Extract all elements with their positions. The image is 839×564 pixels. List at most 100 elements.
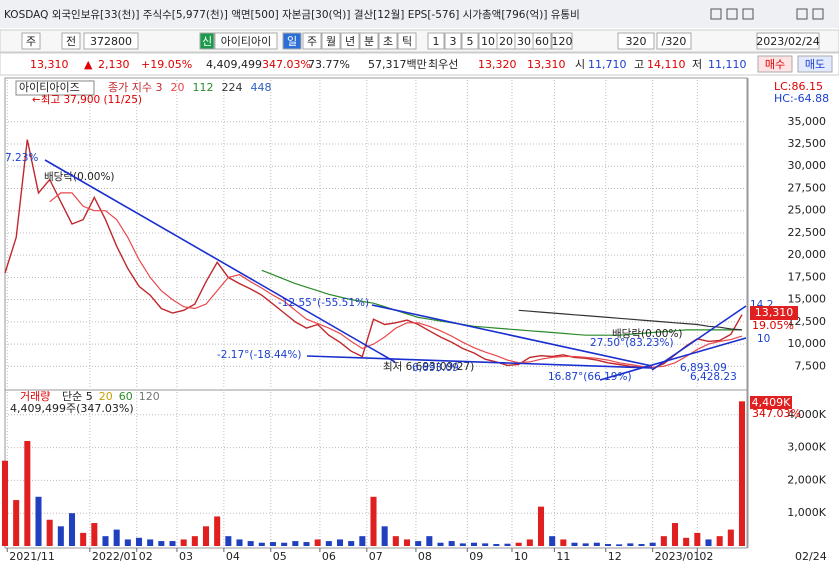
toolbar-button[interactable] bbox=[302, 32, 322, 50]
y-tick-label: 22,500 bbox=[788, 226, 827, 239]
toolbar-button[interactable] bbox=[427, 32, 445, 50]
toolbar-label[interactable]: 60 bbox=[535, 35, 549, 48]
toolbar-button[interactable] bbox=[359, 32, 379, 50]
toolbar-button[interactable] bbox=[214, 32, 278, 50]
toolbar-button[interactable] bbox=[397, 32, 417, 50]
volume-bar bbox=[258, 542, 265, 546]
volume-bar bbox=[537, 506, 545, 546]
volume-bar bbox=[638, 544, 645, 546]
toolbar-button[interactable] bbox=[461, 32, 479, 50]
toolbar-button[interactable] bbox=[321, 32, 341, 50]
toolbar-label[interactable]: 120 bbox=[552, 35, 573, 48]
quote-value: 57,317백만 bbox=[368, 58, 427, 71]
volume-bar bbox=[437, 542, 444, 546]
toolbar-label[interactable]: 30 bbox=[517, 35, 531, 48]
toolbar-button[interactable] bbox=[21, 32, 41, 50]
toolbar-label[interactable]: 년 bbox=[345, 35, 355, 48]
volume-bar bbox=[292, 541, 299, 546]
order-button[interactable] bbox=[797, 55, 833, 73]
toolbar-button[interactable] bbox=[551, 32, 573, 50]
toolbar-label[interactable]: 월 bbox=[326, 35, 336, 48]
volume-title: 거래량 bbox=[20, 390, 50, 403]
legend-entry: 종가 지수 3 bbox=[108, 81, 162, 94]
volume-bar bbox=[370, 496, 377, 546]
toolbar-label[interactable]: 320 bbox=[626, 35, 647, 48]
x-tick-label: 09 bbox=[469, 550, 483, 563]
volume-bar bbox=[57, 526, 64, 546]
toolbar-button[interactable] bbox=[83, 32, 139, 50]
legend-entry: 448 bbox=[250, 81, 271, 94]
volume-bar bbox=[325, 541, 332, 546]
volume-bar bbox=[604, 544, 612, 546]
toolbar-button[interactable] bbox=[61, 32, 81, 50]
toolbar-label[interactable]: 전 bbox=[66, 35, 76, 48]
volume-bar bbox=[727, 529, 734, 546]
toolbar-label[interactable]: /320 bbox=[662, 35, 687, 48]
x-tick-label: 12 bbox=[608, 550, 622, 563]
legend-entry: 20 bbox=[99, 390, 113, 403]
toolbar-label[interactable]: 10 bbox=[481, 35, 495, 48]
volume-bar bbox=[560, 539, 567, 546]
x-tick-label: 2023/01 bbox=[655, 550, 701, 563]
toolbar-label[interactable]: 주 bbox=[307, 35, 317, 48]
annotation: 배당락(0.00%) bbox=[44, 171, 115, 183]
order-label[interactable]: 매수 bbox=[765, 58, 785, 71]
y-tick-label: 27,500 bbox=[788, 181, 827, 194]
toolbar-label[interactable]: 아이티아이 bbox=[221, 35, 272, 48]
toolbar-label[interactable]: 일 bbox=[287, 34, 297, 48]
chart-title-box bbox=[15, 80, 95, 96]
toolbar-label[interactable]: 372800 bbox=[90, 35, 132, 48]
volume-bar bbox=[381, 526, 388, 546]
series-line bbox=[518, 309, 743, 331]
legend-entry: 20 bbox=[170, 81, 184, 94]
toolbar-button[interactable] bbox=[756, 32, 820, 50]
toolbar-items: 주 전 372800 신 아이티아이 일 주 월 년 분 초 틱 1 3 5 10 20 30 60 120 320/3… bbox=[21, 32, 820, 50]
volume-bar bbox=[705, 539, 712, 546]
annotation: 6,693.09 bbox=[412, 362, 459, 374]
y-tick-label: 3,000K bbox=[787, 441, 826, 454]
toolbar-button[interactable] bbox=[444, 32, 462, 50]
volume-bar bbox=[180, 539, 187, 546]
toolbar-button[interactable] bbox=[617, 32, 655, 50]
volume-bar bbox=[448, 541, 455, 546]
toolbar-label[interactable]: 2023/02/24 bbox=[756, 35, 819, 48]
volume-bar bbox=[147, 539, 154, 546]
volume-bar bbox=[571, 542, 578, 546]
volume-bar bbox=[135, 537, 143, 546]
toolbar-label[interactable]: 20 bbox=[499, 35, 513, 48]
toolbar-button[interactable] bbox=[199, 32, 215, 50]
hc-label: HC:-64.88 bbox=[774, 92, 829, 105]
annotation: 6,893.09 bbox=[680, 362, 727, 374]
toolbar-button[interactable] bbox=[282, 32, 302, 50]
toolbar-label[interactable]: 초 bbox=[383, 35, 393, 48]
legend-entry: 224 bbox=[221, 81, 242, 94]
quote-bar bbox=[0, 52, 839, 76]
trend-lines bbox=[44, 159, 747, 381]
quote-value: 최우선 bbox=[428, 58, 458, 71]
last-change: 19.05% bbox=[752, 319, 794, 332]
volume-bar bbox=[46, 519, 53, 546]
toolbar-label[interactable]: 신 bbox=[202, 35, 212, 48]
annotation: ←최고 37,900 (11/25) bbox=[32, 94, 142, 106]
order-label[interactable]: 매도 bbox=[805, 58, 825, 71]
window-icons bbox=[710, 8, 824, 20]
x-tick-label: 11 bbox=[556, 550, 570, 563]
toolbar-label[interactable]: 5 bbox=[467, 35, 474, 48]
toolbar-button[interactable] bbox=[340, 32, 360, 50]
toolbar-label[interactable]: 분 bbox=[364, 35, 374, 48]
volume-bar bbox=[504, 543, 511, 546]
toolbar-button[interactable] bbox=[656, 32, 692, 50]
toolbar-button[interactable] bbox=[378, 32, 398, 50]
y-tick-label: 35,000 bbox=[788, 115, 827, 128]
order-button[interactable] bbox=[757, 55, 793, 73]
toolbar-button[interactable] bbox=[532, 32, 552, 50]
toolbar-label[interactable]: 1 bbox=[433, 35, 440, 48]
toolbar-label[interactable]: 주 bbox=[26, 35, 36, 48]
volume-bar bbox=[24, 441, 31, 546]
volume-bar bbox=[459, 543, 466, 546]
x-tick-label: 02 bbox=[139, 550, 153, 563]
volume-bar bbox=[348, 541, 355, 546]
toolbar-label[interactable]: 틱 bbox=[402, 35, 412, 48]
chart-title: 아이티아이즈 bbox=[19, 81, 80, 94]
toolbar-label[interactable]: 3 bbox=[450, 35, 457, 48]
